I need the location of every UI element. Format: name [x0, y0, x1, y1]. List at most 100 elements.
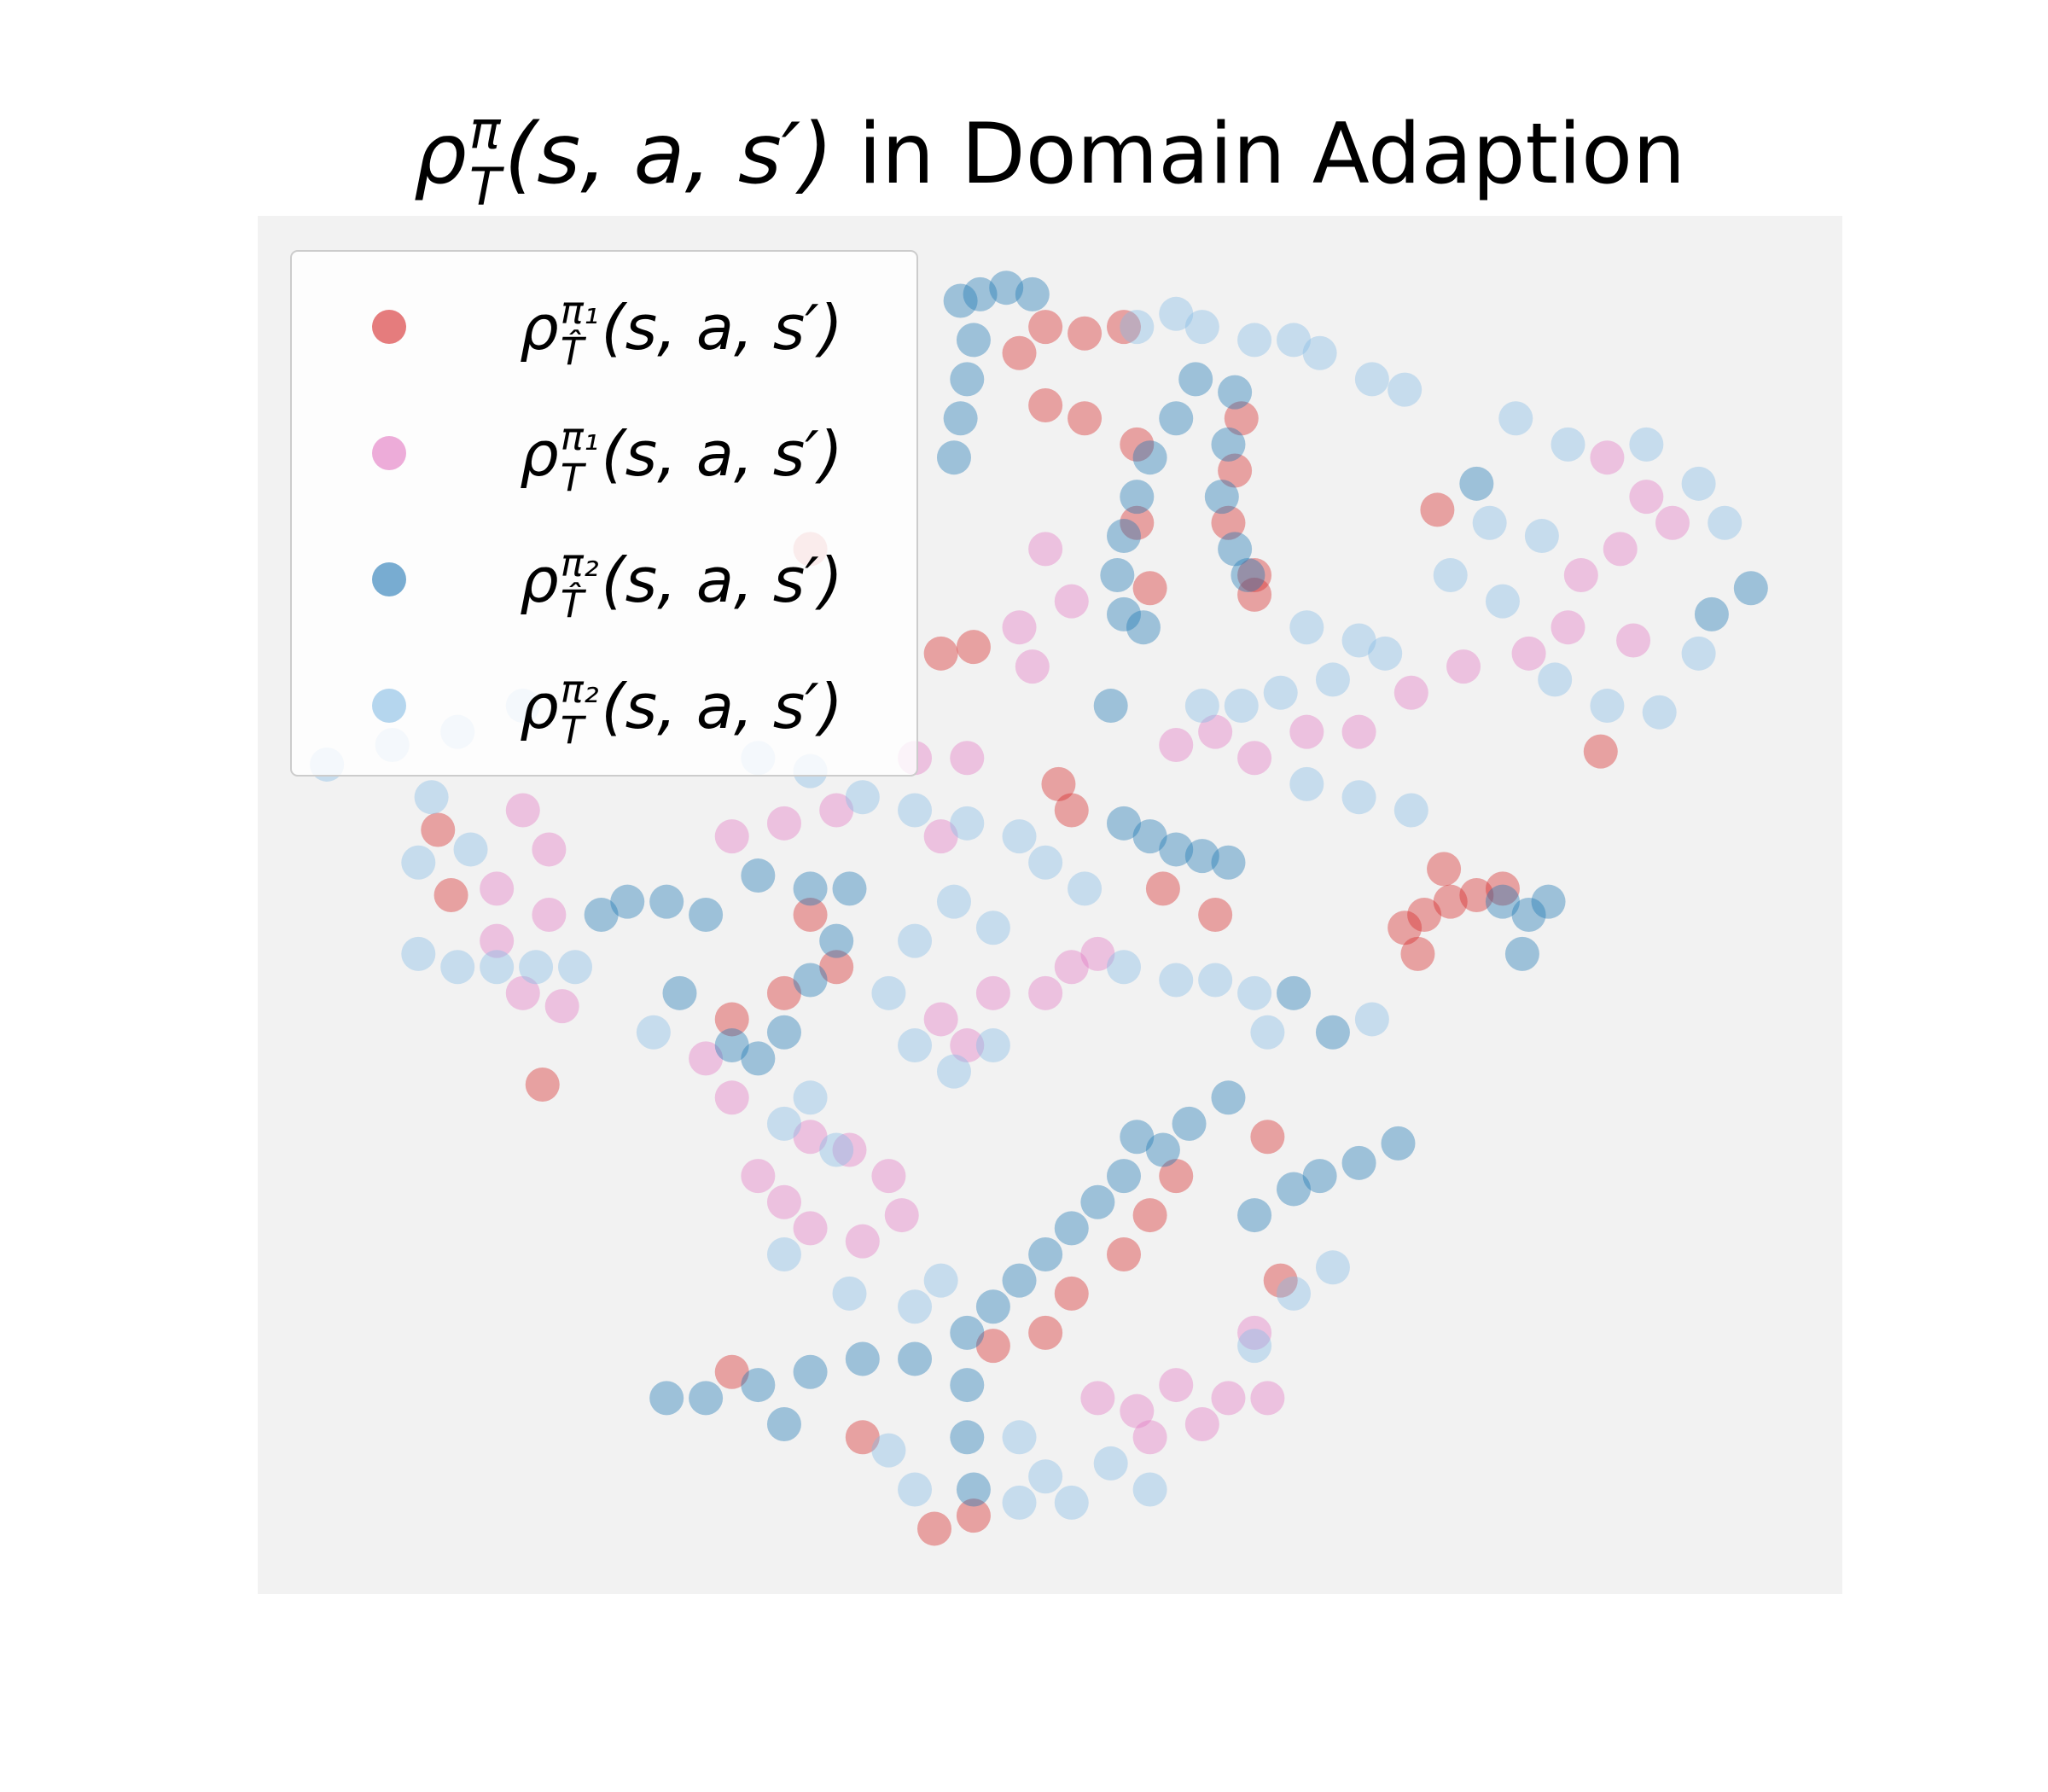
scatter-point	[950, 1368, 985, 1403]
scatter-point	[766, 975, 801, 1010]
scatter-point	[1028, 1315, 1063, 1350]
scatter-point	[1132, 1198, 1167, 1233]
legend-label-sup: π₁	[561, 288, 599, 333]
scatter-point	[1093, 1446, 1128, 1481]
scatter-point	[950, 1028, 985, 1063]
scatter-point	[1407, 897, 1442, 932]
scatter-point	[793, 963, 828, 998]
title-text: in Domain Adaption	[858, 106, 1685, 203]
scatter-point	[845, 780, 880, 815]
scatter-point	[1159, 401, 1194, 436]
scatter-point	[1132, 440, 1167, 475]
scatter-point	[1277, 975, 1312, 1010]
legend-label-args: (s, a, s′)	[602, 292, 843, 364]
scatter-point	[1054, 584, 1089, 619]
scatter-point	[1420, 492, 1455, 527]
scatter-point	[1694, 596, 1729, 631]
scatter-point	[1354, 1002, 1389, 1037]
scatter-point	[1120, 310, 1155, 345]
scatter-point	[1459, 466, 1494, 501]
scatter-point	[1504, 936, 1539, 971]
scatter-point	[1237, 323, 1272, 358]
scatter-point	[923, 636, 958, 671]
scatter-point	[1237, 557, 1272, 592]
scatter-point	[1551, 427, 1585, 462]
scatter-point	[1132, 1472, 1167, 1507]
scatter-point	[1341, 623, 1376, 658]
scatter-point	[1211, 1080, 1246, 1115]
legend: ρ π₁T̂ (s, a, s′)ρ π₁T (s, a, s′)ρ π₂T̂ (s, a,…	[290, 250, 918, 777]
scatter-point	[832, 871, 867, 906]
scatter-point	[1028, 975, 1063, 1010]
scatter-point	[917, 1511, 952, 1546]
scatter-point	[963, 276, 998, 311]
scatter-point	[950, 806, 985, 841]
scatter-point	[649, 1381, 684, 1416]
legend-label-sub: T̂	[561, 329, 587, 375]
scatter-point	[819, 793, 854, 828]
scatter-point	[1172, 1106, 1207, 1141]
scatter-point	[1315, 1250, 1350, 1285]
scatter-point	[1485, 884, 1520, 919]
scatter-point	[898, 793, 933, 828]
scatter-point	[1028, 845, 1063, 880]
scatter-point	[480, 923, 515, 958]
scatter-point	[1159, 1368, 1194, 1403]
scatter-point	[584, 897, 619, 932]
legend-label-sub: T̂	[561, 582, 587, 627]
scatter-point	[1237, 975, 1272, 1010]
scatter-point	[1224, 401, 1259, 436]
title-args: (s, a, s′)	[504, 106, 834, 203]
scatter-point	[714, 1028, 749, 1063]
scatter-point	[1015, 649, 1050, 684]
scatter-point	[1184, 689, 1219, 724]
scatter-point	[845, 1341, 880, 1376]
scatter-point	[1237, 1198, 1272, 1233]
scatter-point	[936, 440, 971, 475]
scatter-point	[741, 858, 776, 893]
legend-label: ρ π₂T̂ (s, a, s′)	[520, 541, 843, 627]
legend-label-symbol: ρ	[520, 671, 559, 742]
scatter-point	[845, 1224, 880, 1259]
scatter-point	[1642, 695, 1677, 730]
scatter-point	[480, 950, 515, 985]
scatter-point	[1277, 1276, 1312, 1311]
scatter-point	[819, 1132, 854, 1167]
scatter-point	[1511, 636, 1546, 671]
scatter-point	[871, 1159, 906, 1194]
scatter-point	[793, 897, 828, 932]
scatter-point	[1289, 610, 1324, 645]
scatter-point	[421, 812, 456, 847]
scatter-point	[1054, 1276, 1089, 1311]
scatter-point	[689, 897, 724, 932]
scatter-point	[1198, 963, 1233, 998]
legend-marker	[372, 689, 406, 723]
scatter-point	[1733, 571, 1768, 606]
scatter-point	[1277, 323, 1312, 358]
legend-label-sup: π₂	[561, 667, 599, 712]
scatter-point	[1616, 623, 1651, 658]
scatter-point	[1120, 1393, 1155, 1428]
scatter-point	[525, 1067, 560, 1102]
scatter-point	[480, 871, 515, 906]
scatter-point	[1132, 1420, 1167, 1455]
scatter-point	[1106, 1236, 1141, 1271]
scatter-point	[1106, 596, 1141, 631]
scatter-point	[1204, 480, 1239, 515]
scatter-point	[1068, 316, 1103, 351]
legend-label-args: (s, a, s′)	[602, 544, 843, 616]
scatter-point	[1655, 505, 1690, 540]
scatter-point	[1289, 766, 1324, 801]
scatter-point	[1459, 878, 1494, 913]
scatter-point	[1080, 936, 1115, 971]
scatter-point	[741, 1159, 776, 1194]
scatter-point	[1120, 480, 1155, 515]
scatter-point	[871, 975, 906, 1010]
scatter-point	[1218, 375, 1253, 410]
scatter-point	[401, 845, 436, 880]
scatter-point	[636, 1015, 671, 1050]
scatter-point	[923, 819, 958, 854]
scatter-point	[1708, 505, 1743, 540]
chart-title: ρ πT (s, a, s′) in Domain Adaption	[414, 101, 1686, 218]
scatter-point	[1498, 401, 1533, 436]
